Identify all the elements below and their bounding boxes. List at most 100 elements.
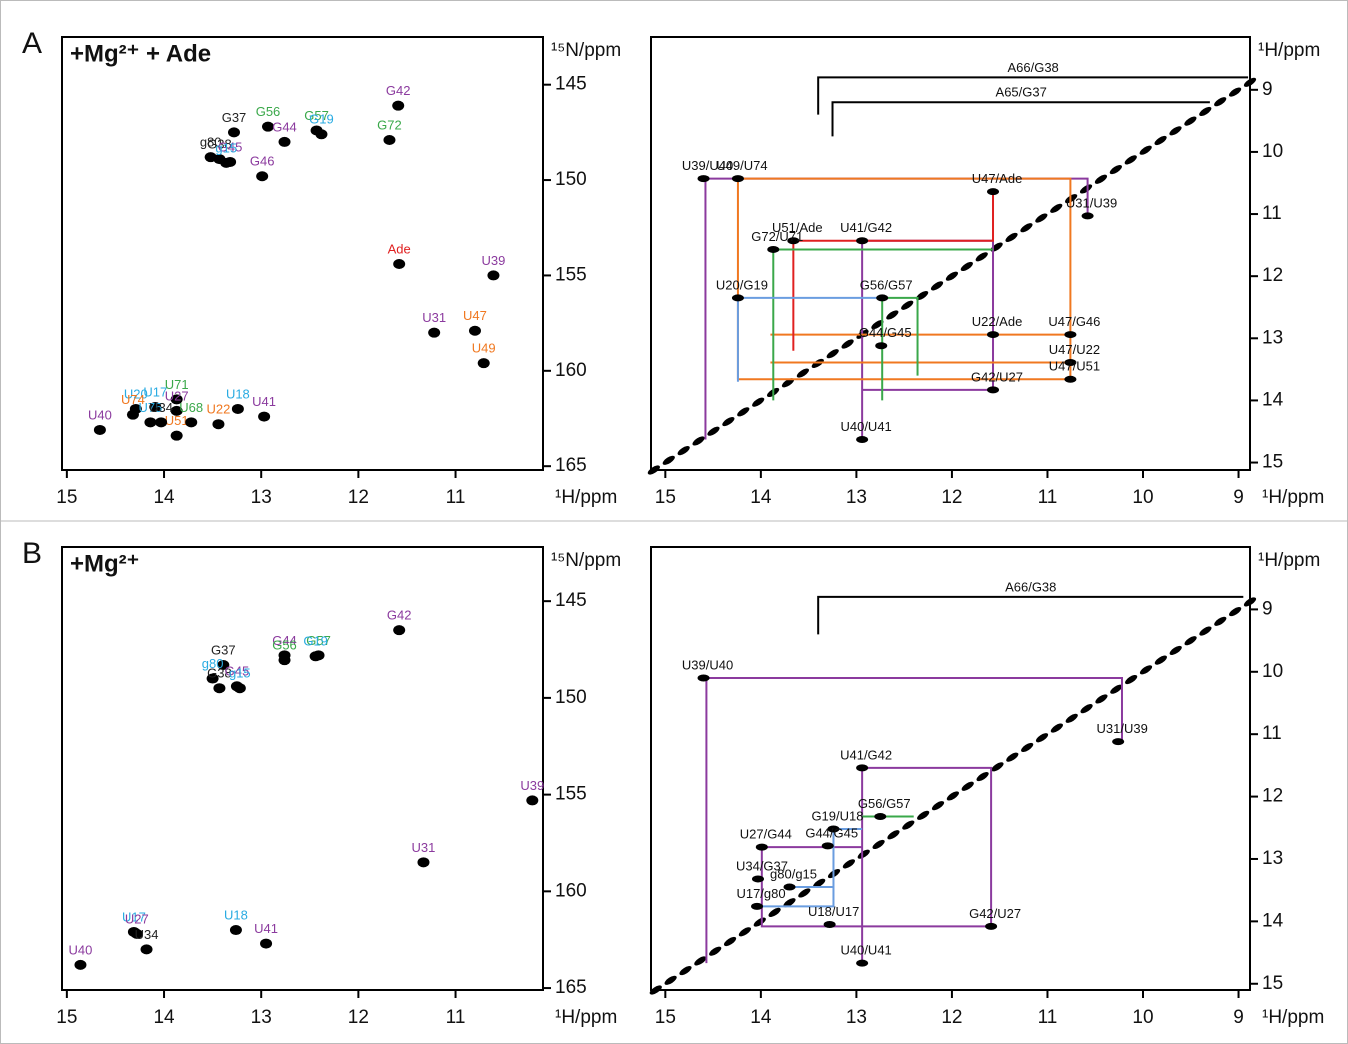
peak-label: G42: [386, 83, 411, 98]
cross-peak: [1081, 212, 1094, 220]
cross-peak-label: U39/U40: [682, 158, 733, 173]
peak-label: G19: [303, 634, 328, 649]
peak: [217, 660, 230, 671]
diagonal-peak: [1169, 645, 1182, 655]
diagonal-peak: [1006, 752, 1019, 762]
y-tick-label: 9: [1262, 598, 1273, 619]
y-tick-label: 15: [1262, 452, 1283, 473]
diagonal-peak: [1065, 713, 1078, 723]
peak: [212, 419, 225, 430]
y-tick-label: 13: [1262, 327, 1283, 348]
peak-label: U34: [149, 400, 173, 415]
x-axis-label: ¹H/ppm: [555, 1007, 617, 1028]
peak: [130, 928, 143, 939]
peak-label: G56: [272, 638, 297, 653]
walk-line: [831, 101, 1210, 137]
cross-peak: [821, 842, 834, 850]
diagonal-peak: [1199, 106, 1212, 116]
peak-label: U74: [121, 392, 145, 407]
x-axis-label: ¹H/ppm: [1262, 1007, 1324, 1028]
peak-label: U47: [463, 308, 487, 323]
peak-label: G44: [272, 119, 297, 134]
walk-line: [817, 595, 1244, 635]
peak-label: U39: [482, 253, 506, 268]
diagonal-peak: [961, 781, 974, 791]
x-tick-label: 14: [153, 1007, 175, 1028]
peak-label: G42: [387, 608, 412, 623]
cross-peak-label: G44/G45: [805, 825, 858, 840]
cross-peak: [1064, 331, 1077, 339]
peak-label: G19: [309, 112, 334, 127]
diagonal-peak: [1154, 135, 1167, 146]
diagonal-peak: [857, 849, 870, 859]
cross-peak: [697, 674, 710, 682]
panel-label: A: [22, 27, 42, 60]
diagonal-peak: [946, 791, 959, 801]
peak-label: U31: [412, 840, 436, 855]
x-tick-label: 15: [655, 1007, 676, 1028]
x-axis-label: ¹H/ppm: [555, 487, 617, 508]
y-tick-label: 12: [1262, 265, 1283, 286]
cross-peak-label: G56/G57: [860, 277, 913, 292]
x-tick-label: 9: [1233, 487, 1244, 508]
x-tick-label: 12: [941, 1007, 962, 1028]
peak: [185, 417, 198, 428]
cross-peak: [823, 920, 836, 928]
walk-line: [761, 828, 863, 908]
cross-peak: [985, 922, 998, 930]
peak-label: U75: [138, 400, 162, 415]
x-tick-label: 10: [1132, 487, 1153, 508]
cross-peak: [987, 386, 1000, 394]
cross-peak: [987, 188, 1000, 196]
diagonal-peak: [692, 436, 705, 446]
peak-label: G38: [207, 666, 232, 681]
diagonal-peak: [723, 936, 737, 947]
peak-label: G37: [211, 642, 236, 657]
diagonal-peak: [901, 300, 914, 310]
walk-line: [792, 191, 995, 351]
cross-peak-label: U47/Ade: [972, 171, 1023, 186]
diagonal-peak: [1154, 655, 1167, 665]
cross-peak: [856, 959, 869, 967]
cross-peak-label: U40/U41: [840, 419, 891, 434]
diagonal-peak: [752, 397, 765, 407]
cross-peak: [1064, 359, 1077, 367]
cross-peak: [787, 237, 800, 245]
peak-label: U31: [422, 310, 446, 325]
peak-label: U22: [207, 402, 231, 417]
y-tick-label: 13: [1262, 848, 1283, 869]
diagonal-peak: [1139, 145, 1152, 155]
peak-label: U17: [122, 909, 146, 924]
x-tick-label: 11: [446, 1007, 466, 1028]
cross-peak-label: U41/G42: [840, 747, 892, 762]
x-tick-label: 11: [446, 487, 466, 508]
walk-label: A65/G37: [996, 85, 1047, 100]
peak-label: U40: [88, 407, 112, 422]
cross-peak-label: U47/U22: [1049, 342, 1100, 357]
peak-label: g15: [215, 140, 237, 155]
diagonal-peak: [1184, 636, 1197, 646]
cross-peak: [875, 342, 888, 350]
x-tick-label: 10: [1132, 1007, 1153, 1028]
y-tick-label: 150: [555, 169, 587, 190]
peak: [213, 683, 226, 694]
cross-peak-label: U39/U40: [682, 657, 733, 672]
peak: [256, 171, 269, 182]
cross-peak: [1112, 738, 1125, 746]
diagonal-peak: [1080, 704, 1093, 714]
diagonal-peak: [1094, 174, 1108, 184]
cross-peak: [856, 237, 869, 245]
diagonal-peak: [991, 762, 1004, 772]
diagonal-peak: [975, 252, 988, 262]
peak-label: U71: [165, 377, 189, 392]
diagonal-peak: [1214, 616, 1227, 626]
walk-line: [705, 677, 1123, 964]
cross-peak-label: G44/G45: [859, 325, 912, 340]
y-tick-label: 12: [1262, 786, 1283, 807]
cross-peak: [987, 331, 1000, 339]
walk-line: [760, 766, 993, 964]
y-tick-label: 145: [555, 590, 587, 611]
plot-frame: [650, 36, 1251, 471]
cross-peak: [856, 436, 869, 444]
